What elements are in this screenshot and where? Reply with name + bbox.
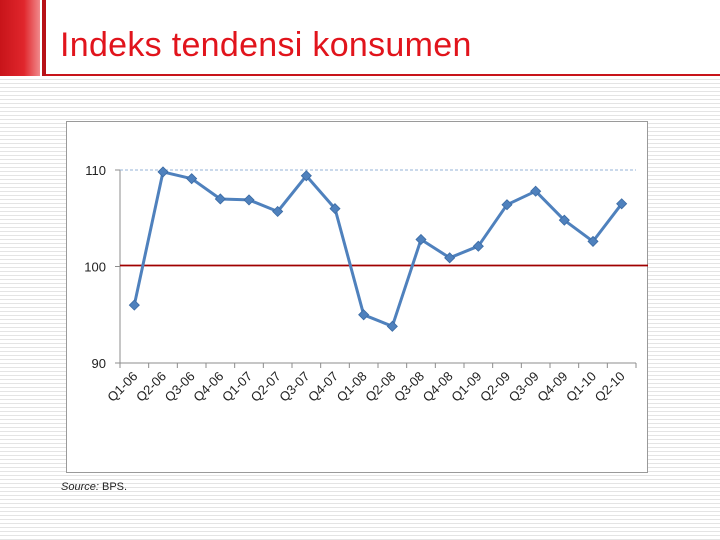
- data-point-marker: [186, 173, 198, 185]
- data-point-marker: [616, 198, 628, 210]
- x-tick-label: Q1-07: [219, 369, 255, 405]
- x-tick-label: Q3-06: [162, 369, 198, 405]
- data-point-marker: [386, 320, 398, 332]
- x-tick-label: Q3-08: [391, 369, 427, 405]
- data-point-marker: [214, 193, 226, 205]
- x-tick-label: Q3-09: [506, 369, 542, 405]
- data-point-marker: [472, 240, 484, 252]
- source-value: BPS.: [101, 481, 128, 493]
- source-note: Source: BPS.: [61, 481, 127, 493]
- data-point-marker: [415, 233, 427, 246]
- y-tick-label: 100: [84, 260, 106, 275]
- x-tick-label: Q4-07: [305, 369, 341, 405]
- x-tick-label: Q4-09: [534, 369, 570, 405]
- data-point-marker: [530, 185, 542, 197]
- x-tick-label: Q2-08: [362, 369, 398, 405]
- x-tick-label: Q4-08: [420, 369, 456, 405]
- data-point-marker: [243, 194, 255, 206]
- x-tick-label: Q2-10: [592, 369, 628, 405]
- data-point-marker: [272, 205, 284, 218]
- data-point-marker: [558, 214, 570, 226]
- x-tick-label: Q2-06: [133, 369, 169, 405]
- data-point-marker: [444, 252, 456, 264]
- slide-header: [0, 0, 720, 78]
- data-point-marker: [300, 170, 312, 182]
- x-tick-label: Q2-07: [248, 369, 284, 405]
- x-tick-label: Q1-10: [563, 369, 599, 405]
- data-point-marker: [587, 235, 599, 247]
- x-tick-label: Q3-07: [276, 369, 312, 405]
- series-line: [132, 170, 623, 328]
- data-point-marker: [501, 199, 513, 211]
- source-label: Source:: [61, 481, 99, 493]
- x-tick-label: Q2-09: [477, 369, 513, 405]
- title-underline: [46, 74, 720, 76]
- data-point-marker: [329, 203, 341, 215]
- data-point-marker: [358, 309, 370, 321]
- data-point-marker: [157, 166, 169, 178]
- y-tick-label: 110: [85, 163, 106, 178]
- x-tick-label: Q1-06: [104, 369, 140, 405]
- x-tick-label: Q4-06: [190, 369, 226, 405]
- slide-title: Indeks tendensi konsumen: [60, 26, 472, 64]
- red-accent-tab: [0, 0, 46, 76]
- y-tick-label: 90: [92, 356, 106, 371]
- data-point-marker: [128, 299, 140, 311]
- chart-area: [66, 121, 648, 473]
- x-tick-label: Q1-09: [448, 369, 484, 405]
- x-tick-label: Q1-08: [334, 369, 370, 405]
